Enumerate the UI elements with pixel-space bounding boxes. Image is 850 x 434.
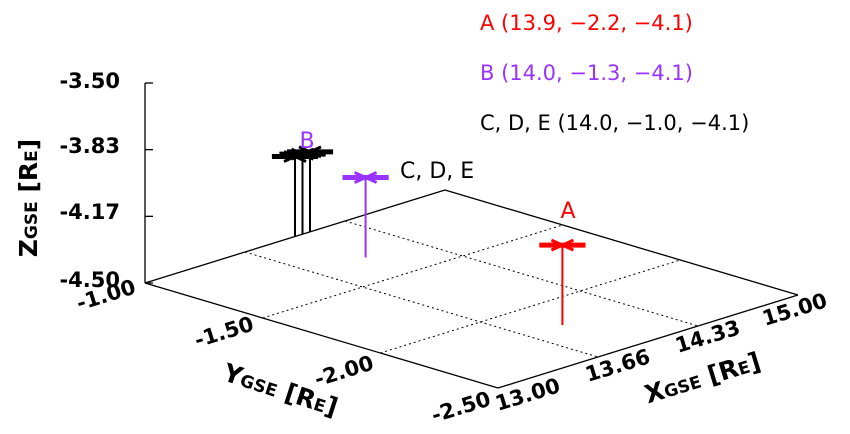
point-marker: [298, 145, 322, 159]
y-tick-label: -2.00: [312, 351, 377, 392]
point-label-b: B: [299, 129, 314, 154]
grid-line-y: [262, 224, 563, 319]
point-marker: [353, 171, 378, 184]
x-tick-label: 13.00: [492, 373, 563, 415]
z-axis-ticks: -3.50 -3.83 -4.17 -4.50: [59, 69, 120, 292]
z-tick-label: -4.17: [59, 200, 120, 224]
floor-right-edge: [444, 189, 799, 296]
legend-entry-b: B (14.0, −1.3, −4.1): [480, 61, 693, 85]
z-tick-label: -3.83: [59, 134, 120, 158]
y-tick-label: -1.50: [192, 312, 257, 353]
x-tick-label: 14.33: [672, 315, 743, 357]
point-label-cde: C, D, E: [400, 159, 474, 184]
legend: A (13.9, −2.2, −4.1) B (14.0, −1.3, −4.1…: [480, 11, 749, 135]
point-marker: [550, 238, 575, 252]
z-tick-label: -4.50: [59, 268, 120, 292]
grid-line-x: [244, 251, 599, 358]
grid-lines: [244, 220, 699, 358]
x-axis-line: [497, 294, 799, 389]
y-tick-label: -2.50: [429, 387, 494, 428]
legend-entry-cde: C, D, E (14.0, −1.0, −4.1): [480, 111, 749, 135]
grid-line-y: [380, 259, 681, 354]
x-tick-label: 15.00: [759, 288, 830, 330]
point-label-a: A: [560, 199, 575, 224]
point-stems: [294, 151, 564, 326]
legend-entry-a: A (13.9, −2.2, −4.1): [480, 11, 693, 35]
y-axis-line: [144, 282, 499, 389]
x-axis-label: XGSE [RE]: [641, 347, 764, 410]
point-markers: [271, 145, 586, 252]
z-axis-label: ZGSE [RE]: [14, 139, 43, 257]
grid-line-x: [344, 220, 699, 327]
z-tick-label: -3.50: [59, 69, 120, 93]
